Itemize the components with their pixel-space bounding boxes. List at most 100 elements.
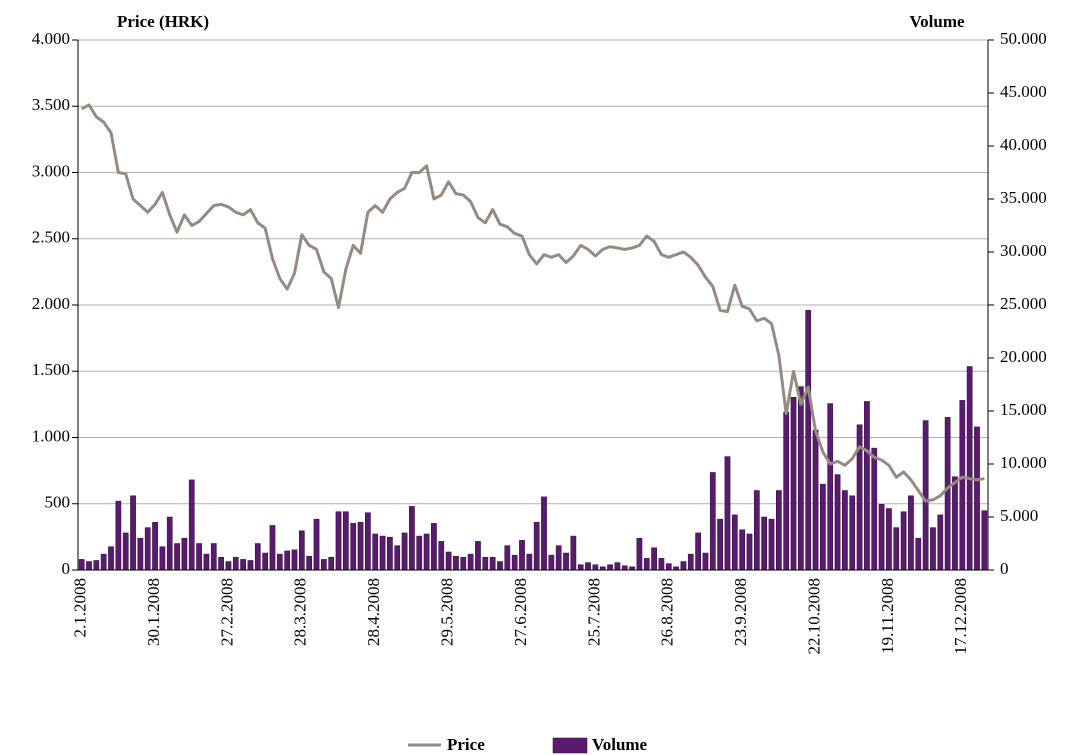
- volume-bar: [511, 554, 518, 571]
- volume-bar: [981, 510, 988, 571]
- volume-bar: [636, 537, 643, 571]
- volume-bar: [460, 557, 467, 571]
- volume-bar: [702, 552, 709, 571]
- volume-bar: [834, 474, 841, 571]
- volume-bar: [570, 535, 577, 571]
- volume-bar: [746, 533, 753, 571]
- volume-bar: [930, 527, 936, 571]
- volume-bar: [467, 553, 474, 571]
- volume-bar: [555, 545, 562, 571]
- volume-bar: [247, 560, 254, 571]
- volume-bar: [232, 557, 239, 571]
- volume-bar: [952, 476, 958, 571]
- y-tick-label: 3.500: [32, 95, 70, 114]
- volume-bar: [343, 511, 349, 571]
- volume-bar: [100, 553, 107, 571]
- x-tick-label: 22.10.2008: [804, 578, 823, 655]
- volume-bar: [687, 553, 694, 571]
- volume-bar: [240, 559, 246, 571]
- y2-tick-label: 50.000: [1000, 29, 1047, 48]
- x-tick-label: 28.3.2008: [291, 578, 310, 646]
- volume-bar: [871, 447, 878, 571]
- volume-bar: [284, 550, 291, 571]
- volume-bar: [115, 500, 122, 571]
- volume-bar: [188, 479, 195, 571]
- x-tick-label: 2.1.2008: [71, 578, 90, 638]
- volume-bar: [298, 530, 305, 571]
- volume-bar: [614, 562, 621, 571]
- volume-bar: [416, 535, 423, 571]
- volume-bar: [827, 403, 834, 571]
- volume-bar: [533, 522, 540, 571]
- volume-bar: [966, 366, 973, 571]
- y2-tick-label: 20.000: [1000, 347, 1047, 366]
- y2-tick-label: 5.000: [1000, 506, 1038, 525]
- volume-bar: [431, 523, 437, 571]
- volume-bar: [159, 546, 166, 571]
- x-tick-label: 23.9.2008: [731, 578, 750, 646]
- volume-bar: [974, 426, 980, 571]
- volume-bar: [798, 386, 804, 571]
- y2-tick-label: 0: [1000, 559, 1009, 578]
- volume-bar: [812, 429, 819, 571]
- y-axis-title: Price (HRK): [117, 12, 209, 31]
- y2-tick-label: 40.000: [1000, 135, 1047, 154]
- volume-bar: [937, 514, 944, 571]
- volume-bar: [93, 560, 100, 571]
- volume-bar: [959, 400, 966, 571]
- x-tick-label: 27.6.2008: [511, 578, 530, 646]
- x-tick-label: 25.7.2008: [584, 578, 603, 646]
- volume-bar: [842, 490, 848, 571]
- volume-bar: [805, 310, 812, 571]
- volume-bar: [497, 561, 503, 571]
- volume-bar: [357, 522, 364, 571]
- volume-bar: [122, 532, 129, 571]
- volume-bar: [658, 558, 665, 571]
- volume-bar: [379, 535, 386, 571]
- volume-bar: [783, 411, 790, 571]
- volume-bar: [541, 496, 547, 571]
- volume-bar: [218, 557, 224, 571]
- volume-bar: [152, 522, 158, 571]
- y2-tick-label: 15.000: [1000, 400, 1047, 419]
- volume-bar: [680, 561, 687, 571]
- volume-bar: [761, 516, 768, 571]
- legend-label: Price: [447, 735, 485, 754]
- y-tick-label: 3.000: [32, 161, 70, 180]
- volume-bar: [790, 396, 797, 571]
- x-tick-label: 26.8.2008: [658, 578, 677, 646]
- volume-bar: [262, 552, 268, 571]
- volume-bar: [849, 495, 856, 571]
- volume-bar: [269, 525, 276, 571]
- volume-bar: [548, 554, 555, 571]
- y-tick-label: 500: [45, 493, 71, 512]
- x-tick-label: 27.2.2008: [217, 578, 236, 646]
- volume-bar: [166, 516, 173, 571]
- volume-bar: [78, 559, 85, 571]
- volume-bar: [372, 533, 379, 571]
- volume-bar: [306, 555, 313, 571]
- volume-bar: [276, 553, 283, 571]
- volume-bar: [900, 511, 907, 571]
- volume-bar: [775, 490, 782, 571]
- volume-bar: [709, 472, 716, 571]
- volume-bar: [453, 555, 459, 571]
- price-line: [80, 103, 985, 503]
- volume-bar: [328, 557, 335, 571]
- volume-bar: [181, 537, 188, 571]
- volume-bar: [130, 495, 136, 571]
- y2-tick-label: 35.000: [1000, 188, 1047, 207]
- x-tick-label: 17.12.2008: [951, 578, 970, 655]
- volume-bar: [313, 518, 320, 571]
- volume-bar: [864, 401, 870, 571]
- volume-bar: [731, 514, 738, 571]
- volume-bar: [174, 543, 180, 571]
- y-tick-label: 1.500: [32, 360, 70, 379]
- volume-bar: [445, 551, 452, 571]
- x-tick-label: 28.4.2008: [364, 578, 383, 646]
- y2-tick-label: 10.000: [1000, 453, 1047, 472]
- y-tick-label: 2.500: [32, 228, 70, 247]
- x-tick-label: 30.1.2008: [144, 578, 163, 646]
- volume-bar: [438, 541, 445, 571]
